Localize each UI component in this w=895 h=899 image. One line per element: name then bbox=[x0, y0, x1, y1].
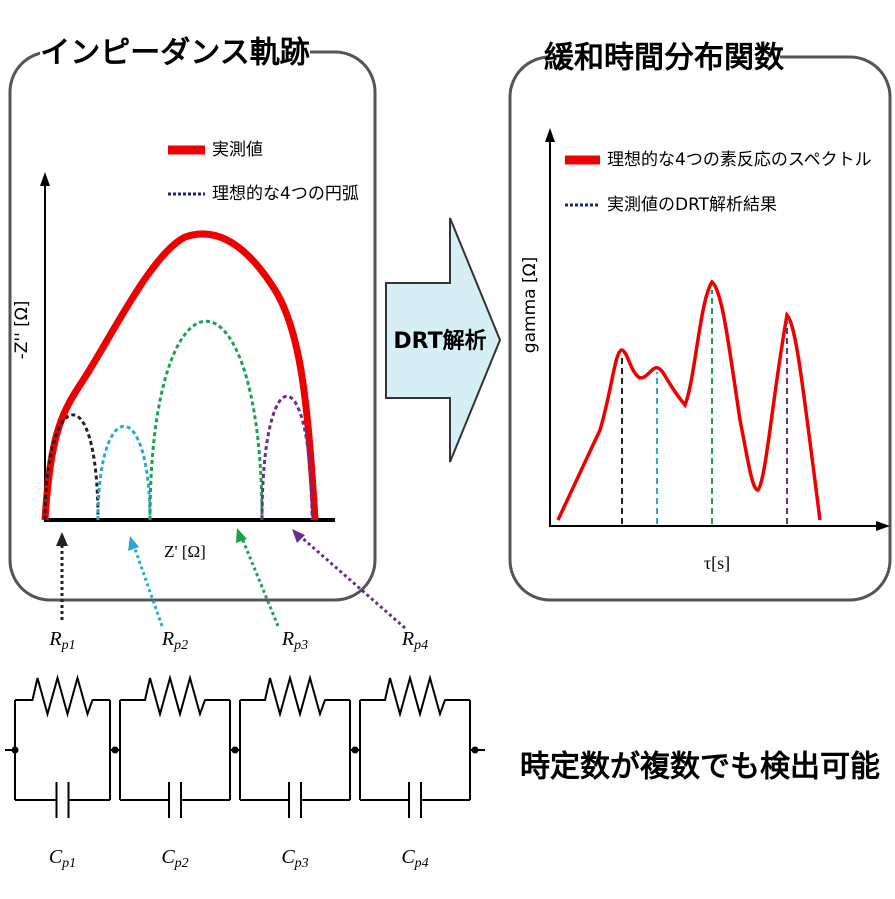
legend-label: 実測値 bbox=[212, 140, 263, 160]
y-axis-label: -Z'' [Ω] bbox=[12, 301, 32, 360]
arrowhead bbox=[236, 528, 247, 543]
legend-label: 理想的な4つの素反応のスペクトル bbox=[607, 150, 872, 170]
right-title: 緩和時間分布関数 bbox=[544, 41, 785, 76]
symbol: C bbox=[401, 846, 415, 868]
capacitor bbox=[360, 782, 470, 818]
component-label: Cp1 bbox=[49, 846, 76, 872]
capacitor bbox=[240, 782, 350, 818]
link-arrow bbox=[299, 534, 406, 630]
arrow-label: DRT解析 bbox=[393, 328, 486, 354]
component-label: Rp2 bbox=[161, 628, 188, 654]
symbol: R bbox=[281, 628, 294, 650]
spectrum-curve bbox=[556, 279, 822, 521]
process-arrow bbox=[385, 217, 502, 463]
left-title: インピーダンス軌跡 bbox=[40, 36, 309, 71]
arc bbox=[148, 319, 264, 521]
symbol: C bbox=[49, 846, 63, 868]
symbol: C bbox=[281, 846, 295, 868]
rc-frame bbox=[119, 700, 231, 800]
capacitor bbox=[120, 782, 230, 818]
subscript: p2 bbox=[173, 638, 188, 653]
legend-label: 理想的な4つの円弧 bbox=[212, 184, 359, 204]
component-label: Cp4 bbox=[401, 846, 428, 872]
symbol: R bbox=[401, 628, 414, 650]
conclusion: 時定数が複数でも検出可能 bbox=[520, 750, 880, 785]
link-arrow bbox=[132, 545, 164, 627]
subscript: p1 bbox=[61, 856, 76, 871]
node bbox=[471, 746, 479, 754]
measured-curve bbox=[41, 230, 319, 521]
arrowhead bbox=[545, 128, 555, 142]
resistor bbox=[15, 674, 110, 718]
symbol: R bbox=[161, 628, 174, 650]
arrowhead bbox=[128, 536, 139, 551]
arc bbox=[43, 413, 100, 521]
component-label: Rp1 bbox=[48, 628, 75, 654]
component-label: Cp3 bbox=[281, 846, 308, 872]
x-axis-label: τ[s] bbox=[704, 553, 730, 573]
component-label: Cp2 bbox=[161, 846, 188, 872]
subscript: p2 bbox=[174, 856, 189, 871]
link-arrow bbox=[240, 537, 280, 627]
subscript: p4 bbox=[413, 638, 428, 653]
arc bbox=[96, 424, 152, 521]
rc-frame bbox=[239, 700, 351, 800]
arrowhead bbox=[40, 172, 50, 186]
resistor bbox=[120, 674, 230, 718]
left-panel bbox=[8, 50, 377, 602]
symbol: C bbox=[161, 846, 175, 868]
symbol: R bbox=[48, 628, 61, 650]
resistor bbox=[240, 674, 350, 718]
node bbox=[11, 746, 19, 754]
arrowhead bbox=[56, 532, 68, 546]
component-label: Rp4 bbox=[401, 628, 428, 654]
subscript: p1 bbox=[61, 638, 76, 653]
title-bg bbox=[40, 32, 310, 74]
arrowhead bbox=[292, 529, 305, 543]
rc-frame bbox=[14, 700, 111, 800]
subscript: p3 bbox=[294, 856, 309, 871]
subscript: p4 bbox=[414, 856, 429, 871]
title-bg bbox=[548, 37, 780, 79]
rc-frame bbox=[359, 700, 471, 800]
arc bbox=[260, 394, 314, 521]
component-label: Rp3 bbox=[281, 628, 308, 654]
y-axis-label: gamma [Ω] bbox=[520, 257, 540, 353]
arrowhead bbox=[876, 521, 890, 531]
legend-label: 実測値のDRT解析結果 bbox=[607, 195, 777, 215]
subscript: p3 bbox=[293, 638, 308, 653]
resistor bbox=[360, 674, 470, 718]
link-arrows bbox=[60, 534, 406, 630]
x-axis-label: Z' [Ω] bbox=[164, 542, 206, 561]
capacitor bbox=[15, 782, 110, 818]
